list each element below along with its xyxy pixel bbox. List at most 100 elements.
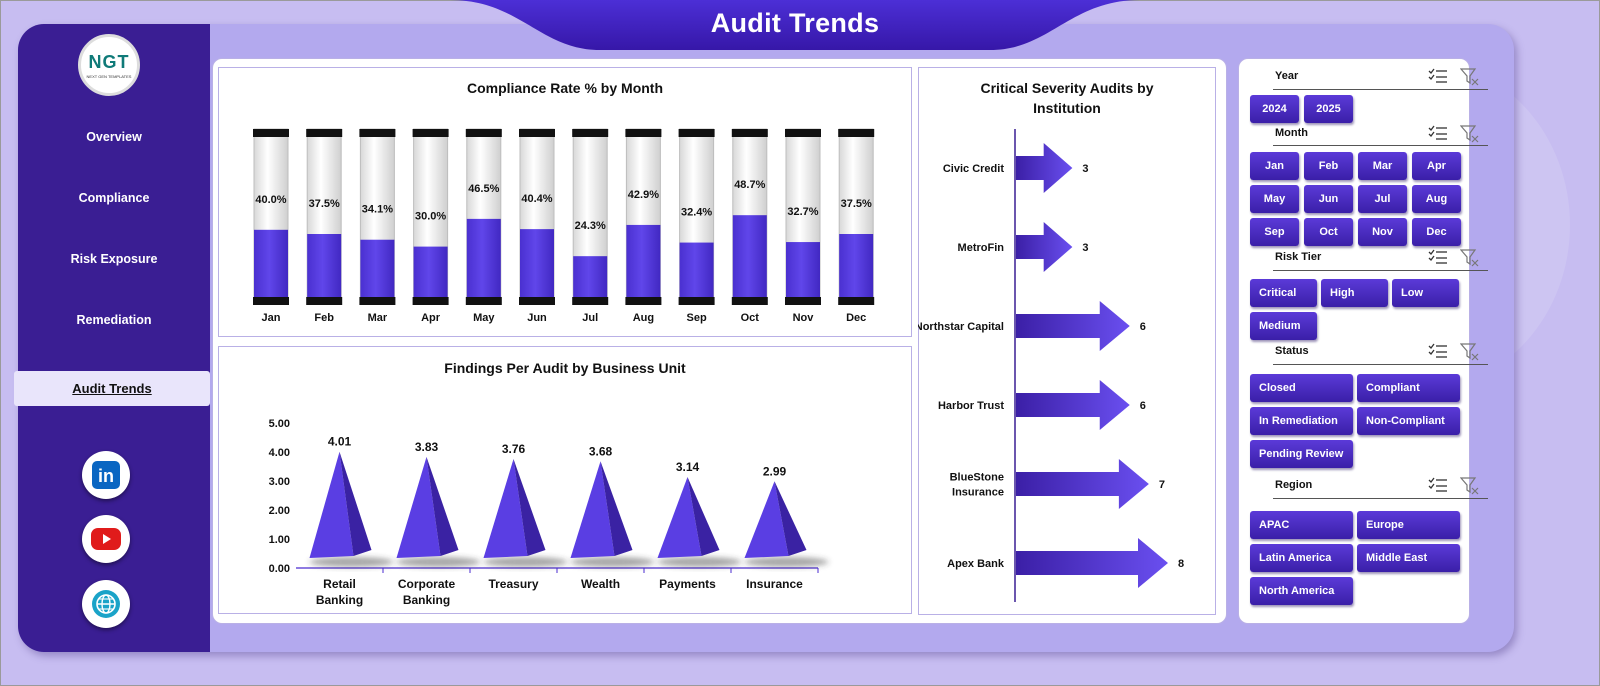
year-option-button[interactable]: 2025: [1304, 95, 1353, 123]
multi-select-icon[interactable]: [1428, 477, 1448, 493]
compliance-bar: [413, 246, 448, 297]
month-tick-label: Jun: [527, 312, 547, 324]
cylinder-cap: [359, 129, 396, 137]
business-unit-tick-label: Payments: [659, 577, 716, 591]
month-tick-label: May: [473, 312, 495, 324]
cylinder-base: [572, 297, 609, 305]
month-option-button[interactable]: Apr: [1412, 152, 1461, 180]
cylinder-base: [838, 297, 875, 305]
pyramid-side: [513, 458, 546, 556]
cylinder-base: [465, 297, 502, 305]
compliance-data-label: 46.5%: [468, 183, 499, 195]
year-slicer-tools: [1428, 68, 1480, 86]
cylinder-base: [253, 297, 289, 305]
month-option-button[interactable]: May: [1250, 185, 1299, 213]
month-option-button[interactable]: Feb: [1304, 152, 1353, 180]
compliance-data-label: 24.3%: [575, 220, 606, 232]
institution-tick-label: Insurance: [952, 487, 1004, 499]
youtube-button[interactable]: [82, 515, 130, 563]
cylinder-cap: [519, 129, 555, 137]
critical-audit-arrow: [1016, 538, 1168, 588]
institution-tick-label: Civic Credit: [943, 163, 1004, 175]
region-option-button[interactable]: Latin America: [1250, 544, 1353, 572]
month-option-button[interactable]: Jun: [1304, 185, 1353, 213]
month-tick-label: Oct: [741, 312, 760, 324]
status-option-button[interactable]: Non-Compliant: [1357, 407, 1460, 435]
website-globe-icon: [92, 590, 120, 618]
nav-compliance[interactable]: Compliance: [78, 191, 150, 205]
multi-select-icon[interactable]: [1428, 249, 1448, 265]
month-option-button[interactable]: Mar: [1358, 152, 1407, 180]
critical-audits-title-line-2: Institution: [1033, 100, 1101, 116]
company-logo: NGT NEXT GEN TEMPLATES: [78, 34, 140, 96]
region-option-button[interactable]: Europe: [1357, 511, 1460, 539]
critical-audit-arrow: [1016, 143, 1073, 193]
cylinder-base: [359, 297, 396, 305]
nav-remediation[interactable]: Remediation: [76, 313, 152, 327]
cylinder-cap: [572, 129, 609, 137]
linkedin-button[interactable]: in: [82, 451, 130, 499]
clear-filter-icon[interactable]: [1460, 477, 1480, 495]
clear-filter-icon[interactable]: [1460, 343, 1480, 361]
risk_tier-option-button[interactable]: Low: [1392, 279, 1459, 307]
region-option-button[interactable]: North America: [1250, 577, 1353, 605]
critical-audits-title-line-1: Critical Severity Audits by: [980, 80, 1154, 96]
compliance-bar: [573, 256, 608, 297]
compliance-data-label: 37.5%: [841, 198, 872, 210]
risk_tier-slicer-title: Risk Tier: [1275, 251, 1322, 263]
region-option-button[interactable]: APAC: [1250, 511, 1353, 539]
multi-select-icon[interactable]: [1428, 125, 1448, 141]
compliance-bar: [839, 234, 874, 297]
status-option-button[interactable]: Compliant: [1357, 374, 1460, 402]
status-option-button[interactable]: In Remediation: [1250, 407, 1353, 435]
business-unit-tick-label: Retail: [323, 577, 356, 591]
month-option-button[interactable]: Dec: [1412, 218, 1461, 246]
slicer-divider: [1273, 498, 1488, 499]
multi-select-icon[interactable]: [1428, 68, 1448, 84]
month-option-button[interactable]: Jul: [1358, 185, 1407, 213]
month-option-button[interactable]: Oct: [1304, 218, 1353, 246]
svg-text:in: in: [98, 466, 114, 486]
cylinder-base: [678, 297, 715, 305]
cylinder-base: [625, 297, 662, 305]
pyramid-shadow: [309, 557, 394, 567]
status-option-button[interactable]: Closed: [1250, 374, 1353, 402]
risk_tier-option-button[interactable]: Medium: [1250, 312, 1317, 340]
critical-audit-value-label: 8: [1178, 558, 1184, 570]
compliance-bar: [360, 239, 395, 297]
pyramid-shadow: [396, 557, 481, 567]
nav-audit-trends[interactable]: Audit Trends: [14, 371, 210, 406]
website-button[interactable]: [82, 580, 130, 628]
nav-risk-exposure[interactable]: Risk Exposure: [70, 252, 158, 266]
compliance-data-label: 40.0%: [255, 194, 286, 206]
y-tick-label: 4.00: [269, 447, 290, 459]
compliance-bar: [466, 218, 501, 297]
month-option-button[interactable]: Jan: [1250, 152, 1299, 180]
clear-filter-icon[interactable]: [1460, 68, 1480, 86]
month-option-button[interactable]: Aug: [1412, 185, 1461, 213]
logo-subtext: NEXT GEN TEMPLATES: [86, 73, 132, 79]
multi-select-icon[interactable]: [1428, 343, 1448, 359]
status-option-button[interactable]: Pending Review: [1250, 440, 1353, 468]
compliance-data-label: 37.5%: [309, 198, 340, 210]
month-option-button[interactable]: Nov: [1358, 218, 1407, 246]
risk_tier-option-button[interactable]: High: [1321, 279, 1388, 307]
year-option-button[interactable]: 2024: [1250, 95, 1299, 123]
risk_tier-option-button[interactable]: Critical: [1250, 279, 1317, 307]
clear-filter-icon[interactable]: [1460, 249, 1480, 267]
critical-audit-value-label: 3: [1082, 242, 1088, 254]
pyramid-side: [600, 461, 633, 556]
nav-overview[interactable]: Overview: [86, 130, 142, 144]
month-option-button[interactable]: Sep: [1250, 218, 1299, 246]
institution-tick-label: BlueStone: [950, 472, 1004, 484]
clear-filter-icon[interactable]: [1460, 125, 1480, 143]
cylinder-cap: [412, 129, 449, 137]
linkedin-icon: in: [92, 461, 120, 489]
nav-audit-trends-label: Audit Trends: [72, 381, 152, 396]
findings-data-label: 3.83: [415, 440, 439, 454]
y-tick-label: 0.00: [269, 563, 290, 575]
pyramid-shadow: [744, 557, 829, 567]
month-tick-label: Feb: [314, 312, 334, 324]
region-option-button[interactable]: Middle East: [1357, 544, 1460, 572]
compliance-bar: [786, 242, 820, 297]
